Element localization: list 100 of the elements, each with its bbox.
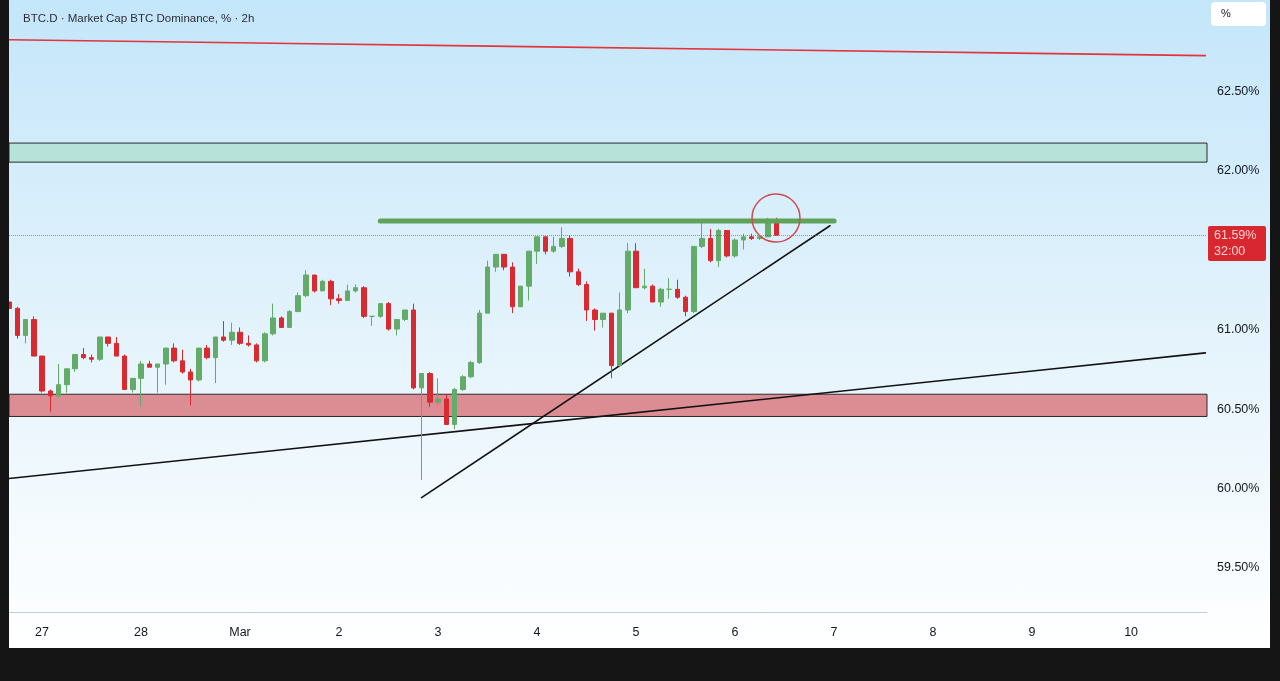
candlestick	[188, 368, 193, 406]
ref-line-label: 61.59%	[1214, 227, 1258, 244]
candlestick	[213, 336, 218, 384]
candlestick	[477, 309, 482, 365]
candlestick	[320, 279, 325, 292]
candlestick	[246, 334, 251, 348]
candlestick	[510, 261, 515, 314]
candlestick	[312, 274, 317, 293]
candlestick	[89, 353, 94, 363]
candlestick	[419, 373, 424, 481]
candlestick	[683, 295, 688, 317]
candlestick	[452, 387, 457, 430]
candlestick	[64, 368, 70, 394]
candlestick	[328, 279, 334, 306]
candlestick	[81, 347, 86, 360]
candlestick	[279, 315, 284, 328]
candlestick	[592, 307, 598, 332]
candlestick	[229, 322, 235, 346]
candlestick	[237, 326, 243, 346]
candlestick	[427, 371, 433, 408]
y-tick-label: 61.00%	[1217, 322, 1260, 337]
candlestick	[345, 284, 350, 301]
price-tag: 61.59% 32:00	[1208, 226, 1266, 262]
candlestick	[559, 226, 565, 249]
candlestick	[254, 342, 259, 363]
candlestick	[402, 309, 408, 322]
candlestick	[625, 242, 631, 314]
percent-button: %	[1211, 2, 1266, 26]
candlestick	[114, 336, 119, 357]
candlestick	[353, 284, 358, 293]
candlestick	[691, 245, 697, 314]
candlestick	[48, 388, 53, 413]
candlestick	[567, 234, 573, 278]
candlestick	[147, 360, 152, 368]
x-tick-label: 8	[929, 624, 937, 639]
candlestick	[633, 242, 639, 289]
x-tick-label: 27	[35, 624, 49, 639]
y-tick-label: 62.50%	[1217, 83, 1260, 98]
x-tick-label: 6	[731, 624, 739, 639]
candlestick	[675, 279, 680, 300]
x-tick-label: 3	[434, 624, 442, 639]
candlestick	[122, 353, 127, 390]
x-tick-label: 10	[1124, 624, 1139, 639]
x-tick-label: 5	[632, 624, 640, 639]
candlestick	[716, 228, 721, 268]
candlestick	[642, 268, 647, 290]
candlestick	[204, 344, 210, 360]
candlestick	[708, 228, 713, 263]
candlestick	[369, 315, 375, 327]
y-tick-label: 60.00%	[1217, 481, 1260, 496]
candlestick	[666, 277, 672, 300]
candlestick	[600, 312, 606, 328]
x-tick-label: 7	[830, 624, 838, 639]
candlestick	[435, 377, 441, 406]
text: BTC.D · Market Cap BTC Dominance, % · 2h	[23, 12, 255, 24]
candlestick	[31, 315, 37, 357]
candlestick	[336, 293, 342, 305]
candlestick	[196, 347, 202, 383]
candlestick	[171, 342, 177, 363]
candlestick	[617, 291, 622, 368]
candlestick	[23, 319, 28, 344]
candlestick	[650, 284, 655, 303]
candlestick	[724, 229, 730, 259]
candlestick	[361, 285, 367, 319]
candlestick	[534, 236, 540, 265]
candlestick	[394, 319, 400, 336]
candlestick	[180, 349, 185, 375]
candlestick	[741, 233, 746, 251]
x-tick-label: 28	[134, 624, 149, 639]
candlestick	[287, 309, 292, 328]
x-tick-label: 4	[533, 624, 541, 639]
candlestick	[295, 291, 301, 313]
candlestick	[749, 233, 754, 241]
y-tick-label: 60.50%	[1217, 401, 1260, 416]
x-tick-label: 2	[335, 624, 343, 639]
candlestick	[56, 363, 61, 398]
candlestick	[262, 331, 268, 363]
candlestick	[543, 236, 548, 255]
candlestick	[15, 306, 20, 340]
candlestick	[658, 287, 664, 308]
candlestick	[163, 347, 169, 386]
candlestick	[444, 393, 449, 425]
candlestick	[386, 301, 391, 332]
candlestick	[303, 269, 309, 298]
candlestick	[138, 360, 144, 408]
candlestick	[411, 303, 416, 390]
candlestick	[501, 253, 507, 271]
x-tick-label: 9	[1028, 624, 1036, 639]
candlestick	[485, 260, 490, 314]
candlestick	[105, 336, 111, 348]
y-tick-label: 62.00%	[1217, 163, 1260, 178]
candlestick	[378, 303, 383, 319]
candlestick	[584, 280, 589, 322]
candlestick	[270, 303, 276, 336]
candlestick	[39, 355, 45, 394]
candlestick	[699, 220, 705, 249]
candlestick	[130, 377, 136, 394]
candlestick	[97, 336, 103, 362]
candlestick	[518, 285, 523, 308]
candlestick	[72, 353, 78, 373]
